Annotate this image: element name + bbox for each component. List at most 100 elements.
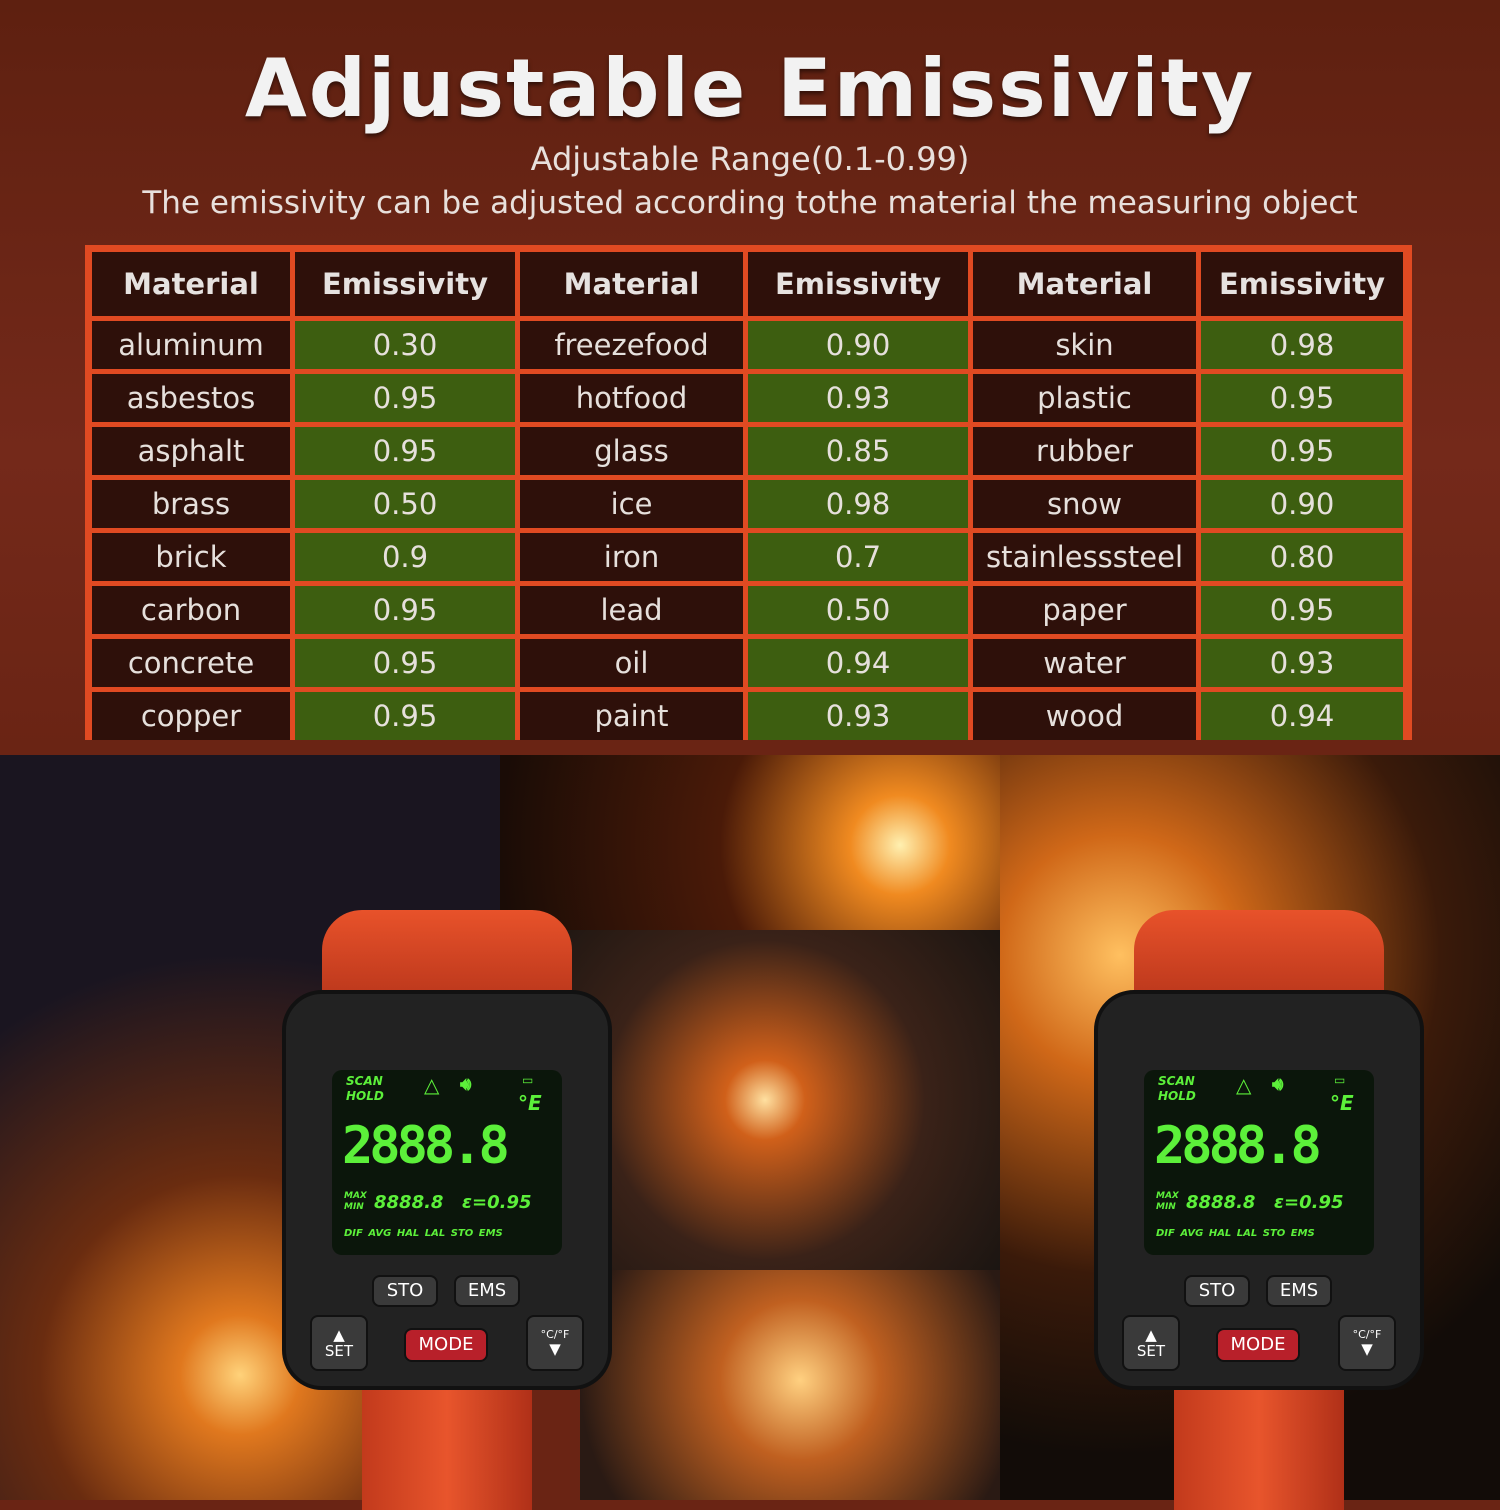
blacksmith-photo [555, 930, 1000, 1270]
material-cell: glass [520, 427, 743, 475]
hold-label: HOLD [346, 1089, 384, 1103]
column-header: Material [520, 252, 743, 316]
emissivity-cell: 0.95 [295, 639, 515, 687]
max-label: MAX [1156, 1191, 1179, 1201]
device-handle [362, 1370, 532, 1510]
up-arrow-icon: ▲ [1145, 1325, 1157, 1344]
thermometer-device: SCAN HOLD △ 🔊︎ ▭ °E 2888.8 MAX MIN 8888.… [1094, 910, 1424, 1510]
unit-down-button[interactable]: °C/°F ▼ [526, 1315, 584, 1371]
column-header: Emissivity [1201, 252, 1403, 316]
thermometer-device: SCAN HOLD △ 🔊︎ ▭ °E 2888.8 MAX MIN 8888.… [282, 910, 612, 1510]
speaker-icon: 🔊︎ [1272, 1074, 1284, 1095]
sto-button[interactable]: STO [372, 1275, 438, 1307]
emissivity-table: Material Emissivity Material Emissivity Mate… [85, 245, 1412, 740]
ems-button[interactable]: EMS [1266, 1275, 1332, 1307]
lcd-screen: SCAN HOLD △ 🔊︎ ▭ °E 2888.8 MAX MIN 8888.… [332, 1070, 562, 1255]
material-cell: paper [973, 586, 1196, 634]
scan-label: SCAN [1158, 1074, 1195, 1088]
hold-label: HOLD [1158, 1089, 1196, 1103]
column-header: Material [92, 252, 290, 316]
battery-icon: ▭ [1334, 1073, 1346, 1087]
set-label: SET [1136, 1342, 1166, 1360]
emissivity-cell: 0.95 [295, 586, 515, 634]
emissivity-cell: 0.30 [295, 321, 515, 369]
column-header: Emissivity [748, 252, 968, 316]
speaker-icon: 🔊︎ [460, 1074, 472, 1095]
emissivity-cell: 0.95 [1201, 374, 1403, 422]
emissivity-cell: 0.90 [748, 321, 968, 369]
emissivity-cell: 0.94 [748, 639, 968, 687]
emissivity-cell: 0.95 [1201, 427, 1403, 475]
unit-label: °E [518, 1091, 542, 1115]
sub-reading: 8888.8 [374, 1192, 444, 1213]
mode-button[interactable]: MODE [1216, 1328, 1300, 1362]
sub-reading: 8888.8 [1186, 1192, 1256, 1213]
material-cell: oil [520, 639, 743, 687]
emissivity-cell: 0.98 [1201, 321, 1403, 369]
emissivity-cell: 0.90 [1201, 480, 1403, 528]
min-label: MIN [344, 1202, 364, 1212]
scan-label: SCAN [346, 1074, 383, 1088]
main-reading: 2888.8 [1154, 1116, 1322, 1176]
mode-labels: DIF AVG HAL LAL STO EMS [1156, 1228, 1315, 1239]
emissivity-reading: ε=0.95 [462, 1192, 532, 1213]
material-cell: rubber [973, 427, 1196, 475]
material-cell: plastic [973, 374, 1196, 422]
emissivity-reading: ε=0.95 [1274, 1192, 1344, 1213]
material-cell: paint [520, 692, 743, 740]
description: The emissivity can be adjusted according… [142, 185, 1358, 221]
unit-label: °E [1330, 1091, 1354, 1115]
material-cell: ice [520, 480, 743, 528]
mode-button[interactable]: MODE [404, 1328, 488, 1362]
unit-down-button[interactable]: °C/°F ▼ [1338, 1315, 1396, 1371]
battery-icon: ▭ [522, 1073, 534, 1087]
set-up-button[interactable]: ▲ SET [1122, 1315, 1180, 1371]
column-header: Emissivity [295, 252, 515, 316]
main-reading: 2888.8 [342, 1116, 510, 1176]
material-cell: stainlesssteel [973, 533, 1196, 581]
emissivity-cell: 0.93 [748, 692, 968, 740]
lcd-screen: SCAN HOLD △ 🔊︎ ▭ °E 2888.8 MAX MIN 8888.… [1144, 1070, 1374, 1255]
material-cell: asphalt [92, 427, 290, 475]
material-cell: aluminum [92, 321, 290, 369]
material-cell: asbestos [92, 374, 290, 422]
max-label: MAX [344, 1191, 367, 1201]
material-cell: wood [973, 692, 1196, 740]
material-cell: brick [92, 533, 290, 581]
emissivity-cell: 0.80 [1201, 533, 1403, 581]
emissivity-cell: 0.93 [748, 374, 968, 422]
material-cell: carbon [92, 586, 290, 634]
emissivity-cell: 0.9 [295, 533, 515, 581]
emissivity-cell: 0.50 [748, 586, 968, 634]
laser-warning-icon: △ [1236, 1073, 1252, 1097]
device-handle [1174, 1370, 1344, 1510]
foundry-photo [500, 755, 1000, 930]
material-cell: skin [973, 321, 1196, 369]
material-cell: freezefood [520, 321, 743, 369]
material-cell: hotfood [520, 374, 743, 422]
material-cell: snow [973, 480, 1196, 528]
set-label: SET [324, 1342, 354, 1360]
set-up-button[interactable]: ▲ SET [310, 1315, 368, 1371]
laser-warning-icon: △ [424, 1073, 440, 1097]
emissivity-cell: 0.93 [1201, 639, 1403, 687]
emissivity-cell: 0.85 [748, 427, 968, 475]
emissivity-cell: 0.7 [748, 533, 968, 581]
down-arrow-icon: ▼ [1361, 1339, 1373, 1358]
emissivity-cell: 0.50 [295, 480, 515, 528]
material-cell: iron [520, 533, 743, 581]
sto-button[interactable]: STO [1184, 1275, 1250, 1307]
emissivity-cell: 0.95 [295, 692, 515, 740]
cf-label: °C/°F [1352, 1327, 1382, 1341]
subtitle: Adjustable Range(0.1-0.99) [530, 140, 970, 178]
min-label: MIN [1156, 1202, 1176, 1212]
ems-button[interactable]: EMS [454, 1275, 520, 1307]
material-cell: water [973, 639, 1196, 687]
grinder-photo [580, 1270, 1000, 1500]
material-cell: lead [520, 586, 743, 634]
column-header: Material [973, 252, 1196, 316]
emissivity-cell: 0.98 [748, 480, 968, 528]
cf-label: °C/°F [540, 1327, 570, 1341]
mode-labels: DIF AVG HAL LAL STO EMS [344, 1228, 503, 1239]
up-arrow-icon: ▲ [333, 1325, 345, 1344]
